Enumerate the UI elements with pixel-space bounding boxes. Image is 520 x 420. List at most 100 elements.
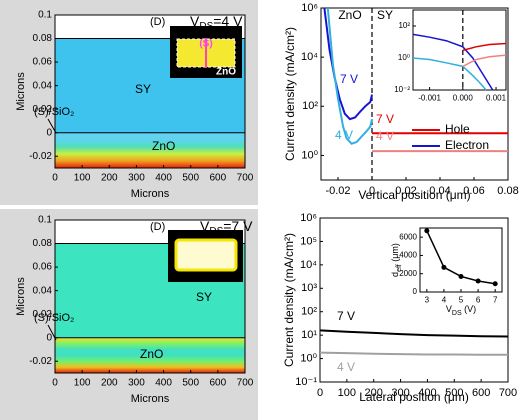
- series-line: [319, 329, 509, 338]
- zno-label: ZnO: [140, 347, 163, 361]
- region-label: SY: [377, 8, 393, 22]
- series-line: [323, 7, 373, 121]
- x-tick-label: 0.04: [429, 185, 450, 197]
- y-tick-label: 10⁶: [301, 2, 318, 14]
- material-layer: [55, 132, 245, 168]
- y-tick-label: 0.04: [33, 285, 53, 296]
- x-tick-label: 200: [101, 378, 118, 389]
- zno-label: ZnO: [152, 139, 175, 153]
- y-tick-label: 10²: [301, 306, 317, 318]
- panel-bottom-right: 0 100 200 300 400 500 600 700 10⁻¹ 10⁰ 10¹ 10² 10³ 10…: [282, 212, 517, 404]
- x-tick-label: 0.02: [395, 185, 416, 197]
- inset-background: [420, 228, 502, 292]
- y-tick-label: 10⁴: [300, 259, 317, 271]
- sy-label: SY: [196, 290, 212, 304]
- x-axis-label: Microns: [131, 188, 170, 200]
- material-layer: [55, 337, 245, 373]
- annotations: (D) VDS=4 V SY ZnO (S)/SiO₂ (S) ZnO (D) …: [34, 13, 253, 361]
- series-label: 4 V: [337, 360, 355, 374]
- x-tick-label: 0.000: [453, 93, 474, 102]
- x-tick-label: 700: [237, 173, 254, 184]
- series-line: [462, 54, 507, 68]
- x-axis-label: Microns: [131, 393, 170, 405]
- x-tick-label: 500: [182, 173, 199, 184]
- inset-device: [174, 238, 238, 272]
- y-tick-label: -0.02: [29, 356, 52, 367]
- y-tick-label: 0.06: [33, 57, 53, 68]
- plot-frame: [320, 7, 509, 181]
- x-tick-label: 400: [155, 378, 172, 389]
- y-tick-label: 0.08: [33, 238, 53, 249]
- plot-frame: [54, 219, 246, 374]
- series-label: 4 V: [335, 128, 353, 142]
- y-tick-label: 10³: [301, 282, 317, 294]
- y-tick-label: 10⁰: [300, 352, 317, 364]
- y-tick-label: 10⁵: [300, 235, 317, 247]
- y-tick-label: 10⁻¹: [295, 376, 317, 388]
- y-tick-label: 10⁰: [398, 53, 410, 62]
- x-tick-label: 0.06: [463, 185, 484, 197]
- point: [441, 264, 447, 270]
- interface-label: (S)/SiO₂: [34, 106, 74, 118]
- y-axis-label: Current density (mA/cm²): [282, 233, 296, 367]
- y-tick-label: 10¹: [301, 329, 317, 341]
- interface-label: (S)/SiO₂: [34, 312, 74, 324]
- y-tick-label: 0.02: [33, 309, 53, 320]
- y-tick-label: 0.06: [33, 262, 53, 273]
- x-tick-label: -0.02: [325, 185, 350, 197]
- x-tick-label: 0: [52, 173, 58, 184]
- sy-label: SY: [135, 82, 151, 96]
- x-tick-label: 500: [445, 387, 463, 399]
- arrow: [47, 324, 57, 341]
- x-tick-label: 7: [493, 295, 498, 304]
- x-tick-label: 6: [476, 295, 481, 304]
- x-axis-label: VDS (V): [446, 304, 476, 316]
- arrow: [47, 118, 57, 134]
- region-label: ZnO: [338, 8, 361, 22]
- x-tick-label: 0.08: [497, 185, 518, 197]
- series-line: [462, 42, 507, 52]
- x-tick-label: 100: [338, 387, 356, 399]
- y-tick-label: 10⁰: [301, 149, 318, 161]
- y-tick-label: 2000: [399, 269, 417, 278]
- y-tick-label: 10⁶: [300, 212, 317, 224]
- x-tick-label: 0: [52, 378, 58, 389]
- x-tick-label: 0.001: [486, 93, 507, 102]
- y-axis-label: Current density (mA/cm²): [283, 27, 297, 161]
- y-axis-label: Microns: [15, 277, 27, 316]
- series-line: [326, 7, 373, 145]
- y-tick-label: 10⁻²: [394, 85, 410, 94]
- y-tick-label: 4000: [399, 251, 417, 260]
- panel-top-right: -0.02 0 0.02 0.04 0.06 0.08 10⁰ 10² 10⁴ 10⁶ Vertic…: [283, 2, 519, 202]
- y-tick-label: 0.08: [33, 33, 53, 44]
- y-tick-label: 6000: [399, 232, 417, 241]
- y-axis-label: Microns: [15, 72, 27, 111]
- y-tick-label: 0: [46, 332, 52, 343]
- x-tick-label: 700: [237, 378, 254, 389]
- x-tick-label: 600: [210, 378, 227, 389]
- y-tick-label: 0.1: [38, 10, 52, 21]
- point: [492, 281, 498, 287]
- panel-label: (D): [150, 221, 165, 233]
- y-tick-label: 10²: [398, 21, 410, 30]
- x-axis-label: Lateral position (μm): [359, 390, 469, 404]
- x-tick-label: 0: [369, 185, 375, 197]
- legend-label: Electron: [445, 138, 489, 152]
- y-tick-label: 0: [413, 287, 418, 296]
- x-tick-label: 400: [155, 173, 172, 184]
- x-tick-label: 300: [391, 387, 409, 399]
- plot-frame: [412, 9, 507, 91]
- point: [475, 278, 481, 284]
- y-axis-label: deff (μm): [390, 243, 402, 277]
- y-tick-label: 10²: [302, 100, 318, 112]
- legend-label: Hole: [445, 122, 470, 136]
- x-tick-label: 300: [128, 173, 145, 184]
- x-tick-label: 4: [442, 295, 447, 304]
- x-tick-label: 3: [425, 295, 430, 304]
- inset-source-label: (S): [199, 39, 212, 50]
- point: [458, 273, 464, 279]
- y-tick-label: 0.1: [38, 215, 52, 226]
- inset-zno-label: ZnO: [216, 67, 236, 78]
- y-tick-label: 0: [46, 127, 52, 138]
